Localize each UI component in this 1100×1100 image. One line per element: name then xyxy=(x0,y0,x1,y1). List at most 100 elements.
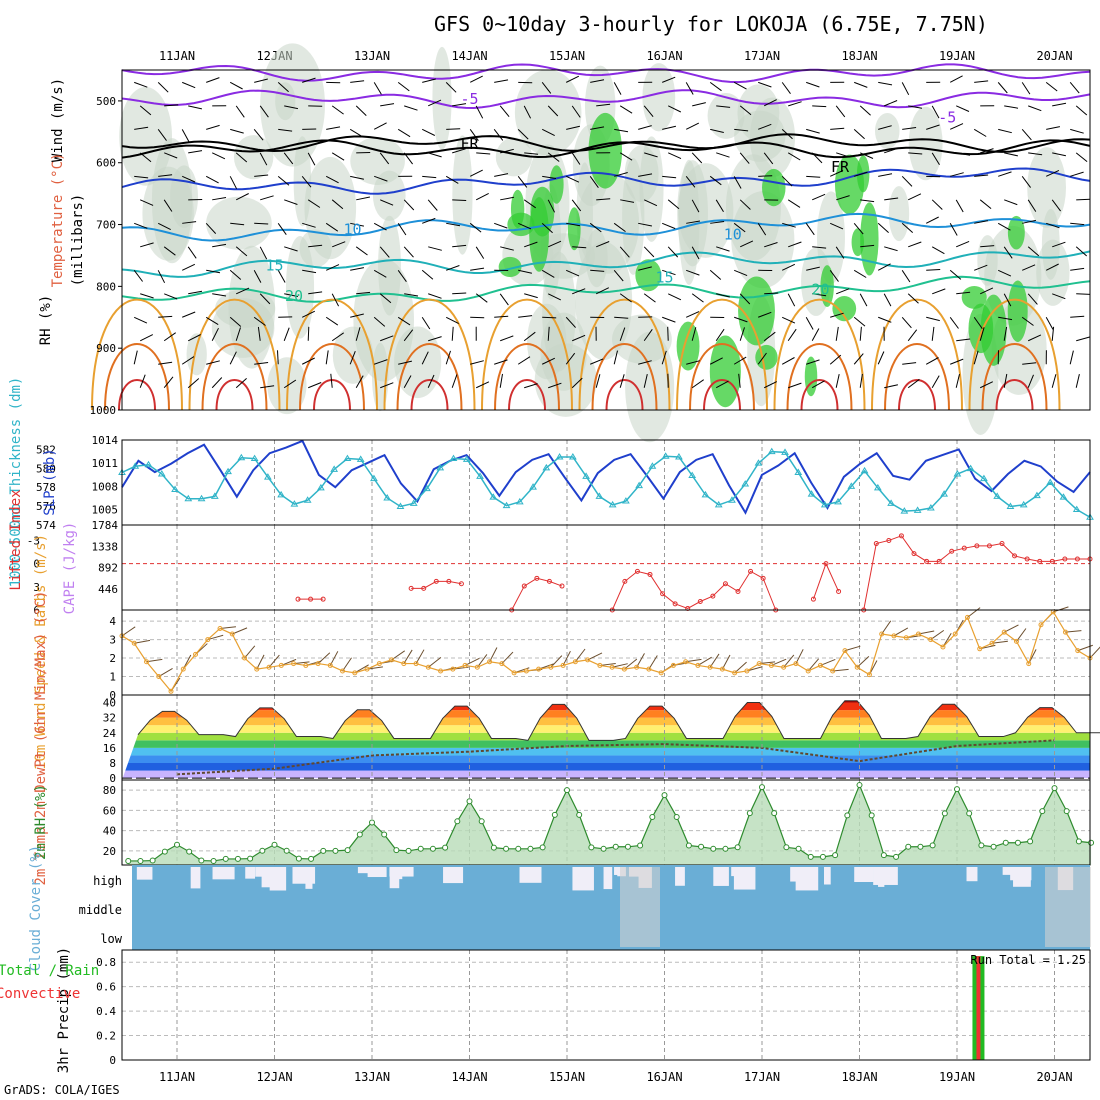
wind-barb xyxy=(613,350,618,365)
wind-barb xyxy=(211,152,226,160)
thickness-marker xyxy=(701,490,710,498)
wind-speed-point xyxy=(523,668,529,674)
isotherm-label: 10 xyxy=(724,225,742,243)
high-cloud-gap xyxy=(401,867,410,876)
wind-barb xyxy=(1028,152,1043,156)
temp-band xyxy=(122,700,1090,703)
rh-shade xyxy=(817,191,845,284)
wind-barb xyxy=(494,222,508,229)
wind-speed-point xyxy=(879,631,885,637)
slp-tick: 1005 xyxy=(92,504,119,517)
wind-barb xyxy=(278,128,293,132)
wind-barb xyxy=(1027,199,1037,212)
thickness-line xyxy=(121,450,1091,518)
wind-barb xyxy=(691,293,704,303)
wind-speed-point xyxy=(474,664,480,670)
wind-barb xyxy=(421,351,429,365)
temp-band xyxy=(122,747,1090,756)
precip-tick: 0.8 xyxy=(96,956,116,969)
temp-band xyxy=(122,755,1090,763)
high-cloud-gap xyxy=(245,867,256,879)
wind-barb-10m xyxy=(391,650,406,661)
thickness-tick: 574 xyxy=(36,519,56,532)
wind-barb xyxy=(541,357,556,365)
rh-point xyxy=(673,813,680,820)
wind-barb xyxy=(638,125,652,130)
wind-barb xyxy=(956,291,971,295)
wind-barb xyxy=(284,293,298,297)
wind-barb xyxy=(980,245,995,248)
wind-barb xyxy=(590,269,605,272)
wind-barb xyxy=(427,199,438,211)
rh-fill xyxy=(128,785,1092,865)
cloud-cover-panel: high middle low Cloud Cover (%) xyxy=(28,845,1091,971)
wind-barb xyxy=(1045,263,1059,271)
pressure-tick: 1000 xyxy=(90,404,117,417)
wind-barb xyxy=(638,222,652,227)
wind-barb-10m xyxy=(415,649,425,664)
wind-barb xyxy=(691,199,700,213)
precip-frame xyxy=(121,949,1091,1061)
wind-speed-point xyxy=(1075,648,1081,654)
wind-barb xyxy=(403,199,415,211)
temp-band xyxy=(122,740,1090,748)
lifted-index-line xyxy=(411,580,462,589)
wind-barb-10m xyxy=(146,658,163,663)
wind-barb xyxy=(830,222,844,230)
wind-barb xyxy=(469,75,483,83)
date-label-top: 13JAN xyxy=(354,49,390,63)
wind-barb xyxy=(1004,199,1018,206)
wind-barb xyxy=(830,312,844,318)
wind-barb xyxy=(884,384,899,389)
wind-barb xyxy=(998,128,1012,134)
date-label-top: 16JAN xyxy=(646,49,682,63)
lifted-index-tick: 3 xyxy=(33,581,40,594)
wind-barb xyxy=(733,176,742,189)
wind-barb xyxy=(475,381,490,389)
wind-barb xyxy=(374,175,388,182)
temp-band xyxy=(122,702,1090,711)
wind-barb xyxy=(686,220,701,224)
rh-tick: 80 xyxy=(103,784,116,797)
rh-point xyxy=(125,857,132,864)
wind-barb xyxy=(469,169,483,177)
wind-barb xyxy=(638,173,653,177)
wind-barb xyxy=(643,105,654,118)
wind-barb-10m xyxy=(1004,624,1019,633)
wind-barb xyxy=(758,311,772,318)
rh-point xyxy=(1063,808,1070,815)
wind-barb xyxy=(254,78,268,83)
wind-barb xyxy=(901,82,910,96)
wind-barb xyxy=(812,193,826,201)
rh-point xyxy=(564,787,570,794)
thickness-marker xyxy=(237,453,246,461)
thickness-marker xyxy=(423,484,431,492)
wind-barb xyxy=(517,176,528,188)
wind-barb-10m xyxy=(256,654,265,670)
thickness-axis-label-group: 1000-500mb Thickness (dm) xyxy=(8,377,24,588)
high-cloud-gap xyxy=(731,867,753,877)
rh-axis-label-group: 2m RH (%) xyxy=(33,784,49,860)
wind-barb xyxy=(379,152,390,165)
wind-barb xyxy=(277,270,286,283)
wind-barb xyxy=(157,82,169,93)
rh-point xyxy=(588,844,595,851)
wind-speed-point xyxy=(634,664,640,670)
wind-barb xyxy=(931,105,940,119)
thickness-marker xyxy=(210,492,219,499)
rh-point xyxy=(600,845,607,852)
date-label-bottom: 19JAN xyxy=(939,1070,975,1084)
thickness-marker xyxy=(515,497,524,505)
wind-barb xyxy=(925,357,939,365)
wind-speed-point xyxy=(413,661,419,667)
pressure-tick: 700 xyxy=(96,219,116,232)
wind-speed-point xyxy=(707,664,713,670)
wind-barb xyxy=(283,152,294,165)
wind-barb xyxy=(158,174,173,177)
wind-barb xyxy=(229,269,242,280)
wind-speed-point xyxy=(425,664,431,670)
wind-tick: 2 xyxy=(109,652,116,665)
wind-barb xyxy=(733,81,747,90)
wind-speed-point xyxy=(217,625,223,631)
wind-speed-point xyxy=(254,666,260,672)
